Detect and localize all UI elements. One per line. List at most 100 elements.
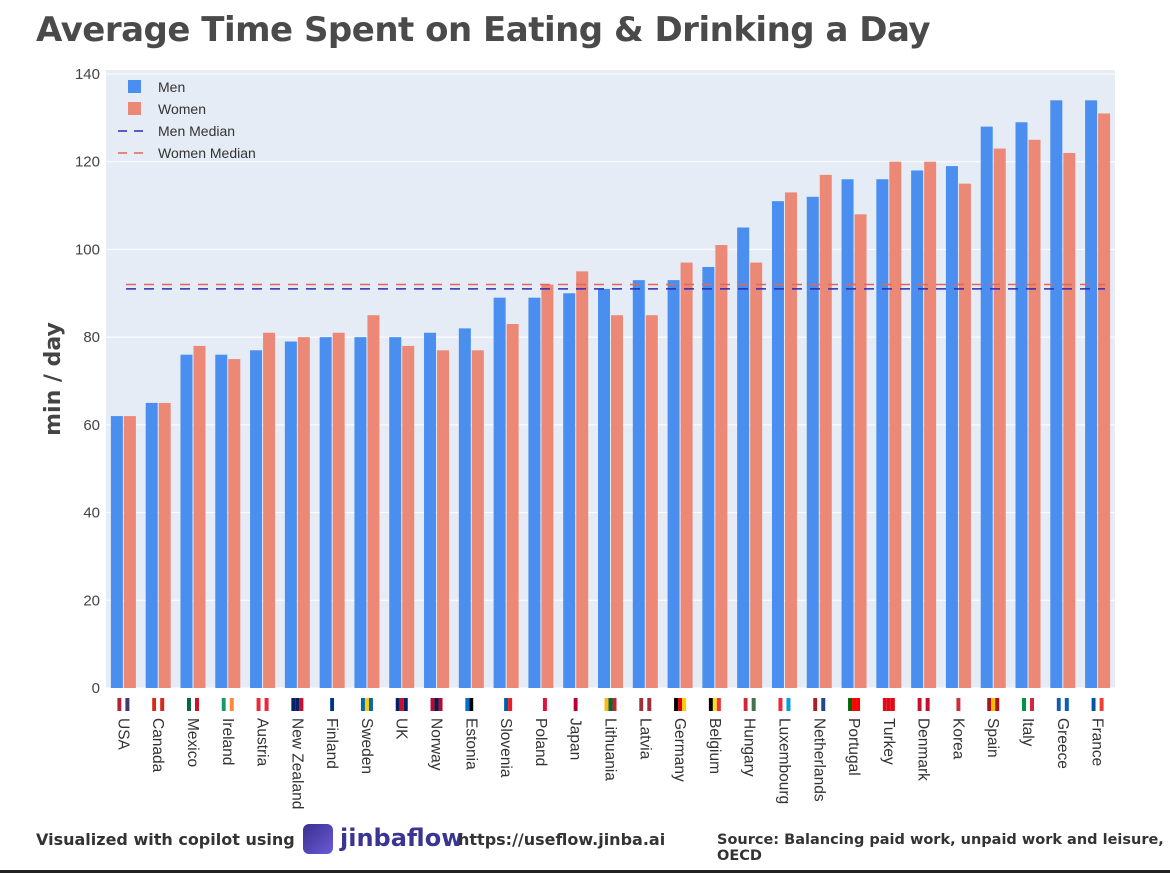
bar-women-slovenia <box>506 323 519 688</box>
flag-icon <box>813 698 818 711</box>
bar-men-norway <box>424 332 437 688</box>
flag-icon <box>330 698 335 711</box>
flag-icon <box>991 698 996 711</box>
y-tick-label: 80 <box>83 329 100 346</box>
flag-icon <box>403 698 408 711</box>
legend-swatch-men <box>128 80 141 93</box>
flag-icon <box>473 698 478 711</box>
flag-icon <box>573 698 578 711</box>
legend-label: Men Median <box>158 123 235 139</box>
bar-women-belgium <box>715 245 728 689</box>
bar-women-estonia <box>471 350 484 688</box>
flag-icon <box>225 698 230 711</box>
bar-men-japan <box>563 293 576 688</box>
flag-icon <box>682 698 687 711</box>
flag-icon <box>639 698 644 711</box>
flag-icon <box>190 698 195 711</box>
flag-icon <box>438 698 443 711</box>
flag-icon <box>368 698 373 711</box>
flag-icon <box>194 698 199 711</box>
flag-icon <box>364 698 369 711</box>
footer-url[interactable]: https://useflow.jinba.ai <box>458 830 666 849</box>
x-tick-label: Norway <box>428 718 445 771</box>
y-tick-label: 40 <box>83 505 100 522</box>
flag-icon <box>229 698 234 711</box>
y-axis-title: min / day <box>41 322 66 436</box>
flag-icon <box>716 698 721 711</box>
bar-women-germany <box>680 262 693 688</box>
flag-icon <box>886 698 891 711</box>
bar-men-uk <box>389 337 402 688</box>
bar-men-estonia <box>458 328 471 688</box>
bar-women-japan <box>576 271 589 688</box>
flag-icon <box>608 698 613 711</box>
y-tick-label: 140 <box>75 66 100 83</box>
flag-icon <box>1091 698 1096 711</box>
bar-women-norway <box>437 350 450 688</box>
bar-men-france <box>1085 100 1098 689</box>
flag-icon <box>604 698 609 711</box>
flag-icon <box>186 698 191 711</box>
x-tick-label: Greece <box>1054 718 1071 769</box>
flag-icon <box>612 698 617 711</box>
flag-icon <box>848 698 853 711</box>
x-tick-label: France <box>1089 718 1106 766</box>
x-tick-label: Ireland <box>219 718 236 765</box>
bar-men-spain <box>980 126 993 689</box>
flag-icon <box>264 698 269 711</box>
flag-icon <box>882 698 887 711</box>
flag-icon <box>465 698 470 711</box>
x-tick-label: UK <box>393 718 410 740</box>
flag-icon <box>121 698 126 711</box>
chart-title: Average Time Spent on Eating & Drinking … <box>36 10 931 50</box>
x-tick-label: Italy <box>1019 718 1036 747</box>
flag-icon <box>921 698 926 711</box>
flag-icon <box>360 698 365 711</box>
x-tick-label: Slovenia <box>497 718 514 778</box>
flag-icon <box>395 698 400 711</box>
flag-icon <box>542 698 547 711</box>
bar-men-italy <box>1015 122 1028 688</box>
x-tick-label: Finland <box>323 718 340 769</box>
flag-icon <box>221 698 226 711</box>
bar-women-austria <box>263 332 276 688</box>
flag-icon <box>782 698 787 711</box>
flag-icon <box>434 698 439 711</box>
bar-men-belgium <box>702 266 715 688</box>
bar-women-korea <box>958 183 971 688</box>
flag-icon <box>1022 698 1027 711</box>
bar-women-usa <box>123 416 136 688</box>
flag-icon <box>708 698 713 711</box>
bar-women-greece <box>1063 152 1076 688</box>
bar-women-sweden <box>367 315 380 688</box>
bar-women-ireland <box>228 359 241 688</box>
flag-icon <box>256 698 261 711</box>
bar-men-usa <box>110 416 123 688</box>
flag-icon <box>786 698 791 711</box>
flag-icon <box>1030 698 1035 711</box>
bar-women-spain <box>993 148 1006 689</box>
bar-women-lithuania <box>611 315 623 688</box>
x-tick-label: Hungary <box>741 718 758 777</box>
jinbaflow-logo-icon <box>303 824 333 854</box>
legend-label: Women Median <box>158 145 256 161</box>
flag-icon <box>160 698 165 711</box>
flag-icon <box>260 698 265 711</box>
bar-men-austria <box>250 350 263 688</box>
bar-women-canada <box>158 402 171 688</box>
flag-icon <box>856 698 861 711</box>
flag-icon <box>960 698 965 711</box>
x-tick-label: Austria <box>254 718 271 767</box>
flag-icon <box>299 698 304 711</box>
bar-women-uk <box>402 345 415 688</box>
flag-icon <box>1099 698 1104 711</box>
bar-women-portugal <box>854 214 867 689</box>
x-tick-label: Belgium <box>706 718 723 774</box>
bar-men-poland <box>528 297 541 688</box>
flag-icon <box>538 698 543 711</box>
x-tick-label: Poland <box>532 718 549 766</box>
bar-women-turkey <box>889 161 902 688</box>
flag-icon <box>747 698 752 711</box>
bar-men-portugal <box>841 179 854 688</box>
flag-icon <box>678 698 683 711</box>
